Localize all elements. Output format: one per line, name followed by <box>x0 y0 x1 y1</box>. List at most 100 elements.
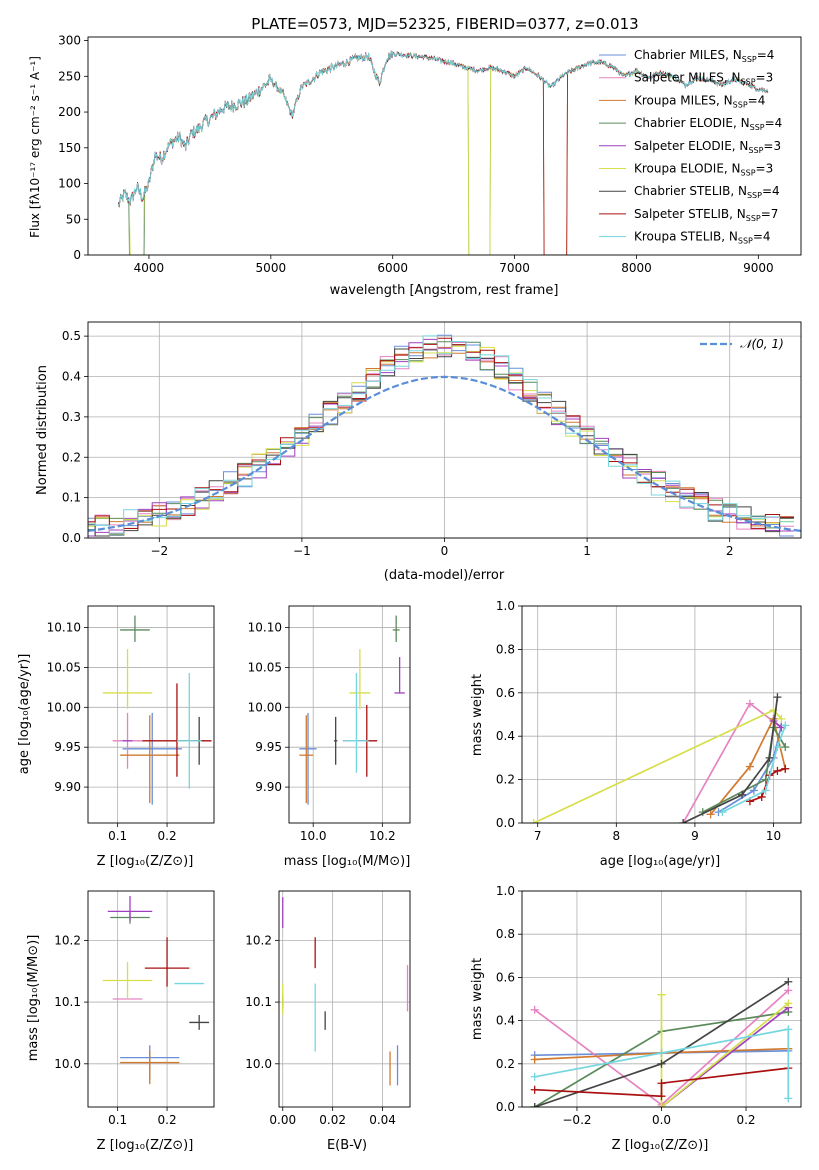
mass_weight_vs_age-series-chabrier-miles-line <box>718 725 783 813</box>
age_vs_mass-ytick-label: 10.00 <box>248 700 282 714</box>
residuals-legend-label: 𝒩(0, 1) <box>740 337 784 351</box>
residuals-xlabel: (data-model)/error <box>384 568 505 583</box>
spectrum-line-kroupa-stelib <box>118 50 769 207</box>
mass_weight_vs_age-series-chabrier-miles-marker <box>749 786 758 795</box>
spectrum-legend-label: Salpeter STELIB, NSSP=7 <box>634 207 778 223</box>
age_vs_mass-xtick-label: 10.0 <box>300 829 327 843</box>
mass_weight_vs_Z-xtick-label: 0.2 <box>736 1113 755 1127</box>
mass_weight_vs_Z-series-chabrier-stelib-marker <box>784 977 793 986</box>
mass_weight_vs_age-xtick-label: 10 <box>766 829 781 843</box>
residuals-xtick-label: −2 <box>150 544 168 558</box>
mass_weight_vs_Z-xtick-label: 0.0 <box>652 1113 671 1127</box>
residuals-xtick-label: 2 <box>726 544 734 558</box>
mass_weight_vs_Z-series-kroupa-stelib-marker <box>784 1025 793 1034</box>
spectrum-legend-label: Chabrier ELODIE, NSSP=4 <box>634 116 782 132</box>
spectrum-ytick-label: 100 <box>58 177 81 191</box>
mass-vs-extinction-xlabel: E(B-V) <box>327 1138 367 1153</box>
spectrum-legend-label: Salpeter ELODIE, NSSP=3 <box>634 139 781 155</box>
mass_weight_vs_Z-series-chabrier-stelib-marker <box>657 1059 666 1068</box>
age-vs-mass-xlabel: mass [log₁₀(M/M⊙)] <box>284 854 411 869</box>
mass_weight_vs_age-xtick-label: 8 <box>612 829 620 843</box>
spectrum-legend-label: Chabrier STELIB, NSSP=4 <box>634 184 780 200</box>
spectrum-xlabel: wavelength [Angstrom, rest frame] <box>330 283 559 298</box>
age_vs_mass-ytick-label: 9.95 <box>255 740 282 754</box>
mass_vs_EBV-xtick-label: 0.04 <box>369 1113 396 1127</box>
mass-vs-metallicity-panel: Z [log₁₀(Z/Z⊙)] mass [log₁₀(M/M⊙)] 0.1 0.… <box>26 890 215 1153</box>
mass-weight-vs-age-panel: age [log₁₀(age/yr)] mass weight 7 8 9 10 0.0… <box>470 599 802 869</box>
residuals-xtick-label: 0 <box>441 544 449 558</box>
mass_weight_vs_age-series-kroupa-elodie-marker <box>777 714 786 723</box>
mass_weight_vs_Z-frame <box>521 890 802 1108</box>
mass_weight_vs_age-series-chabrier-stelib-marker <box>773 693 782 702</box>
mass_vs_Z-ytick-label: 10.1 <box>54 995 81 1009</box>
mass_weight_vs_age-xtick-label: 9 <box>691 829 699 843</box>
residuals-xtick-label: 1 <box>583 544 591 558</box>
figure-title: PLATE=0573, MJD=52325, FIBERID=0377, z=0… <box>251 15 638 33</box>
mass_vs_Z-xtick-label: 0.2 <box>158 1113 177 1127</box>
residuals-ytick-label: 0.3 <box>62 410 81 424</box>
age-vs-metallicity-panel: Z [log₁₀(Z/Z⊙)] age [log₁₀(age/yr)] 0.1 0… <box>17 605 215 869</box>
spectrum-ytick-label: 200 <box>58 105 81 119</box>
age-vs-metallicity-xlabel: Z [log₁₀(Z/Z⊙)] <box>97 854 194 869</box>
residuals-ytick-label: 0.2 <box>62 450 81 464</box>
mass_weight_vs_age-series-kroupa-miles-marker <box>745 762 754 771</box>
mass_weight_vs_age-series-salpeter-stelib-marker <box>773 766 782 775</box>
mass_weight_vs_Z-ytick-label: 0.4 <box>496 1014 515 1028</box>
mass_weight_vs_age-ytick-label: 0.8 <box>496 642 515 656</box>
age_vs_mass-xtick-label: 10.2 <box>369 829 396 843</box>
mass_weight_vs_Z-ytick-label: 0.6 <box>496 970 515 984</box>
age-vs-mass-panel: mass [log₁₀(M/M⊙)] 10.0 10.2 9.90 9.95 10.00… <box>248 605 411 869</box>
residuals-ytick-label: 0.1 <box>62 491 81 505</box>
age_vs_Z-xtick-label: 0.2 <box>158 829 177 843</box>
spectrum-legend-label: Kroupa MILES, NSSP=4 <box>634 93 765 109</box>
mass_weight_vs_age-series-salpeter-stelib-marker <box>757 792 766 801</box>
age_vs_mass-ytick-label: 10.05 <box>248 660 282 674</box>
mass-vs-extinction-panel: E(B-V) 0.00 0.02 0.04 10.0 10.1 10.2 <box>245 890 411 1153</box>
spectrum-xtick-label: 5000 <box>256 261 287 275</box>
residuals-ylabel: Normed distribution <box>35 365 50 495</box>
mass-weight-vs-metallicity-xlabel: Z [log₁₀(Z/Z⊙)] <box>612 1138 709 1153</box>
mass_weight_vs_age-series-kroupa-stelib-marker <box>773 743 782 752</box>
spectrum-xtick-label: 4000 <box>134 261 165 275</box>
mass-weight-vs-metallicity-panel: Z [log₁₀(Z/Z⊙)] mass weight −0.2 0.0 0.2 0.… <box>470 884 802 1153</box>
mass_weight_vs_age-series-kroupa-stelib-marker <box>718 808 727 817</box>
mass_weight_vs_Z-ytick-label: 0.2 <box>496 1057 515 1071</box>
mass_weight_vs_age-frame <box>521 605 802 824</box>
mass_vs_Z-ytick-label: 10.2 <box>54 933 81 947</box>
mass_weight_vs_age-series-kroupa-miles-marker <box>706 810 715 819</box>
mass_weight_vs_age-series-salpeter-stelib-marker <box>781 764 790 773</box>
residuals-hist-kroupa-stelib <box>88 335 794 536</box>
spectrum-ytick-label: 0 <box>73 248 81 262</box>
spectrum-legend-label: Kroupa STELIB, NSSP=4 <box>634 230 771 246</box>
spectrum-ytick-label: 50 <box>66 212 81 226</box>
mass_vs_EBV-ytick-label: 10.0 <box>245 1057 272 1071</box>
mass_vs_Z-xtick-label: 0.1 <box>108 1113 127 1127</box>
spectrum-xtick-label: 8000 <box>621 261 652 275</box>
mass_vs_Z-frame <box>87 890 215 1108</box>
age_vs_Z-xtick-label: 0.1 <box>108 829 127 843</box>
mass-weight-vs-metallicity-ylabel: mass weight <box>470 958 485 1040</box>
mass_weight_vs_Z-xtick-label: −0.2 <box>562 1113 591 1127</box>
residuals-panel: (data-model)/error Normed distribution −… <box>35 321 802 583</box>
mass-weight-vs-age-ylabel: mass weight <box>470 674 485 756</box>
mass_vs_EBV-ytick-label: 10.1 <box>245 995 272 1009</box>
mass_weight_vs_Z-series-kroupa-miles-marker <box>530 1055 539 1064</box>
age_vs_Z-ytick-label: 10.00 <box>47 700 81 714</box>
mass_weight_vs_Z-series-kroupa-elodie-marker <box>657 990 666 999</box>
age_vs_Z-ytick-label: 10.10 <box>47 621 81 635</box>
mass_weight_vs_age-ytick-label: 0.0 <box>496 816 515 830</box>
age_vs_Z-ytick-label: 10.05 <box>47 660 81 674</box>
spectrum-ytick-label: 150 <box>58 141 81 155</box>
age_vs_mass-ytick-label: 10.10 <box>248 621 282 635</box>
residuals-xtick-label: −1 <box>293 544 311 558</box>
mass-vs-metallicity-ylabel: mass [log₁₀(M/M⊙)] <box>26 935 41 1062</box>
mass_weight_vs_age-ytick-label: 0.2 <box>496 773 515 787</box>
mass_weight_vs_age-series-salpeter-miles-marker <box>745 699 754 708</box>
mass_weight_vs_age-series-kroupa-stelib-line <box>722 725 787 813</box>
residuals-ytick-label: 0.4 <box>62 370 81 384</box>
mass_vs_EBV-xtick-label: 0.02 <box>319 1113 346 1127</box>
spectrum-ytick-label: 250 <box>58 69 81 83</box>
mass_weight_vs_Z-series-chabrier-stelib-marker <box>530 1103 539 1107</box>
